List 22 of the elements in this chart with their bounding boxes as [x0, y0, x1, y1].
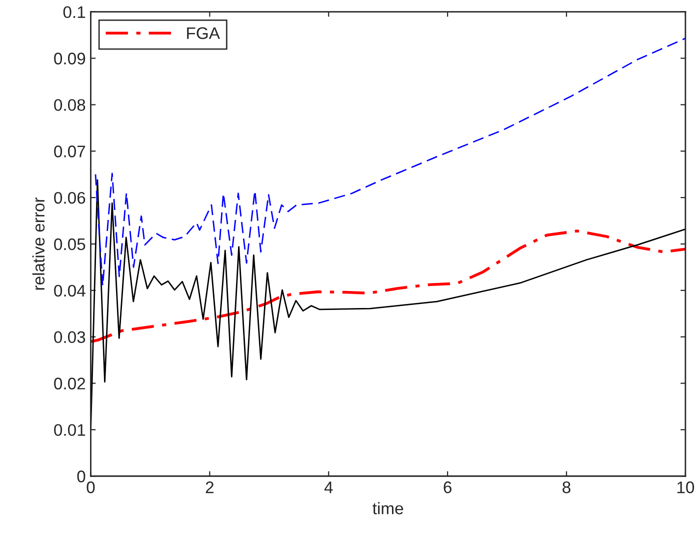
x-tick-label: 6 [444, 481, 452, 494]
y-tick-label: 0.03 [54, 331, 86, 344]
y-tick-label: 0.08 [54, 99, 86, 111]
x-axis-title: time [372, 502, 404, 514]
y-tick-label: 0.1 [63, 6, 86, 18]
y-tick-label: 0.04 [54, 284, 86, 297]
y-tick-label: 0.06 [54, 192, 86, 204]
x-tick-label: 2 [206, 481, 214, 494]
y-axis-title: relative error [32, 197, 45, 290]
x-tick-label: 0 [86, 481, 95, 494]
x-tick-label: 4 [324, 482, 333, 494]
line-series [94, 38, 686, 286]
y-tick-label: 0 [77, 470, 86, 482]
y-tick-label: 0.09 [54, 52, 86, 64]
y-tick-label: 0.07 [54, 146, 86, 158]
x-tick-label: 10 [677, 481, 694, 494]
legend-label: FGA [187, 27, 220, 40]
y-tick-label: 0.05 [54, 238, 86, 250]
y-tick-label: 0.02 [54, 378, 86, 390]
x-tick-label: 8 [562, 481, 570, 494]
y-tick-label: 0.01 [54, 424, 86, 436]
line-series [90, 230, 686, 343]
